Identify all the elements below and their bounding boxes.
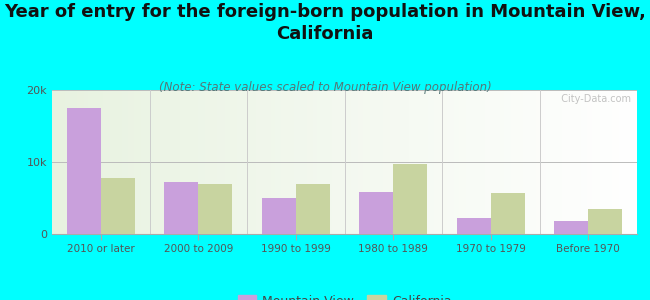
Legend: Mountain View, California: Mountain View, California bbox=[237, 295, 452, 300]
Bar bbox=[457, 218, 491, 234]
Text: (Note: State values scaled to Mountain View population): (Note: State values scaled to Mountain V… bbox=[159, 81, 491, 94]
Bar bbox=[554, 221, 588, 234]
Bar bbox=[261, 198, 296, 234]
Text: Year of entry for the foreign-born population in Mountain View,
California: Year of entry for the foreign-born popul… bbox=[4, 3, 646, 43]
Text: City-Data.com: City-Data.com bbox=[555, 94, 631, 104]
Bar bbox=[393, 164, 428, 234]
Bar bbox=[491, 193, 525, 234]
Bar bbox=[198, 184, 233, 234]
Bar bbox=[101, 178, 135, 234]
Bar bbox=[359, 192, 393, 234]
Bar bbox=[296, 184, 330, 234]
Bar bbox=[164, 182, 198, 234]
Bar bbox=[588, 209, 623, 234]
Bar bbox=[66, 108, 101, 234]
